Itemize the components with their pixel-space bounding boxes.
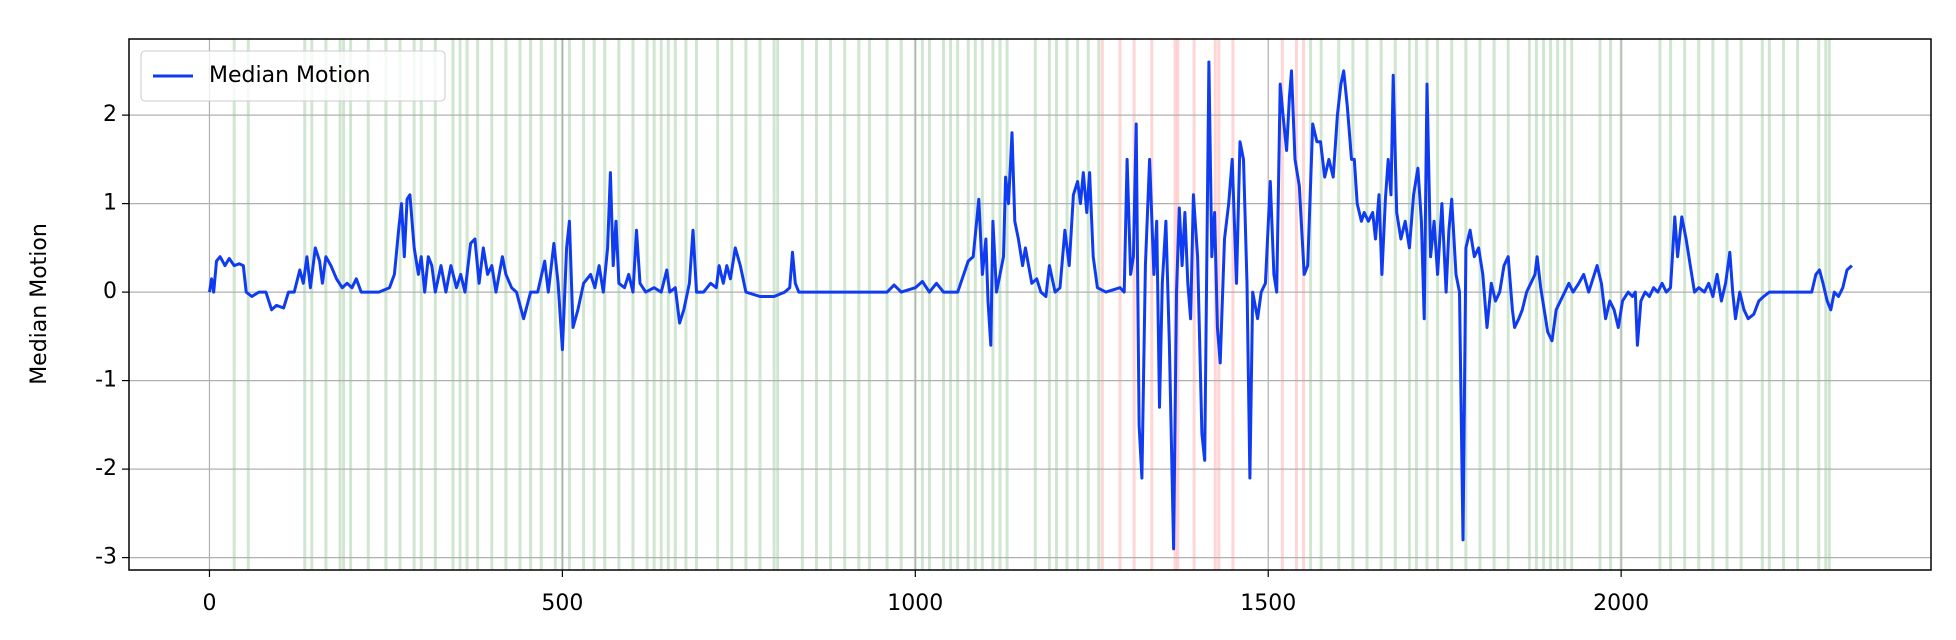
y-tick-label: 2 (103, 102, 117, 127)
x-tick-label: 500 (541, 591, 583, 616)
plot-frame (128, 38, 1932, 571)
x-tick-label: 0 (202, 591, 216, 616)
y-tick-label: -1 (95, 368, 117, 393)
y-tick-label: -3 (95, 545, 117, 570)
y-tick-label: 1 (103, 191, 117, 216)
y-axis-label: Median Motion (27, 223, 52, 385)
data-line (208, 60, 1853, 551)
x-tick-label: 2000 (1593, 591, 1649, 616)
y-tick-label: 0 (103, 279, 117, 304)
legend-box (140, 50, 446, 102)
x-tick-label: 1000 (887, 591, 943, 616)
legend-label: Median Motion (209, 63, 371, 88)
y-tick-label: -2 (95, 456, 117, 481)
x-tick-label: 1500 (1240, 591, 1296, 616)
